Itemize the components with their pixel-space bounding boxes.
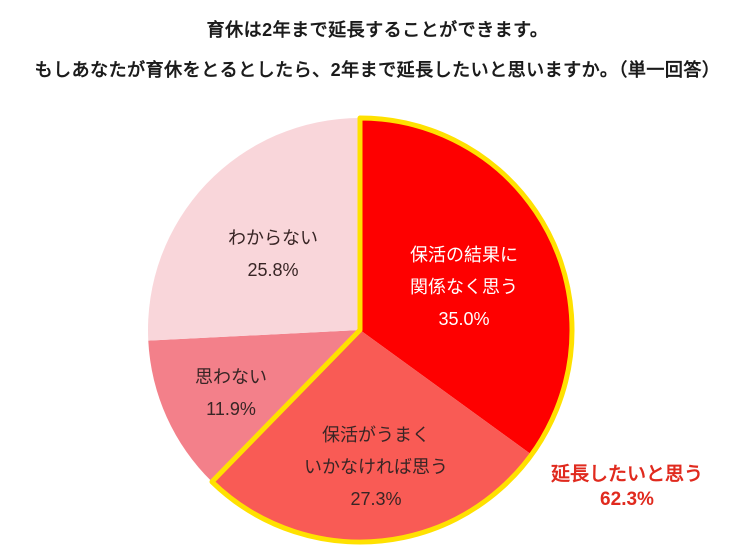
pie-slice-1 <box>211 330 532 542</box>
highlight-callout: 延長したいと思う 62.3% <box>551 462 703 512</box>
highlight-callout-label: 延長したいと思う <box>550 464 704 485</box>
highlight-outline <box>209 115 575 545</box>
highlight-callout-percent: 62.3% <box>600 489 654 510</box>
pie-slice-2 <box>148 330 360 482</box>
pie-slice-3 <box>148 118 360 341</box>
pie-slice-0 <box>360 118 572 455</box>
chart-title-line1: 育休は2年まで延長することができます。 <box>206 20 549 40</box>
chart-title-line2: もしあなたが育休をとるとしたら、2年まで延長したいと思いますか。（単一回答） <box>34 60 721 80</box>
